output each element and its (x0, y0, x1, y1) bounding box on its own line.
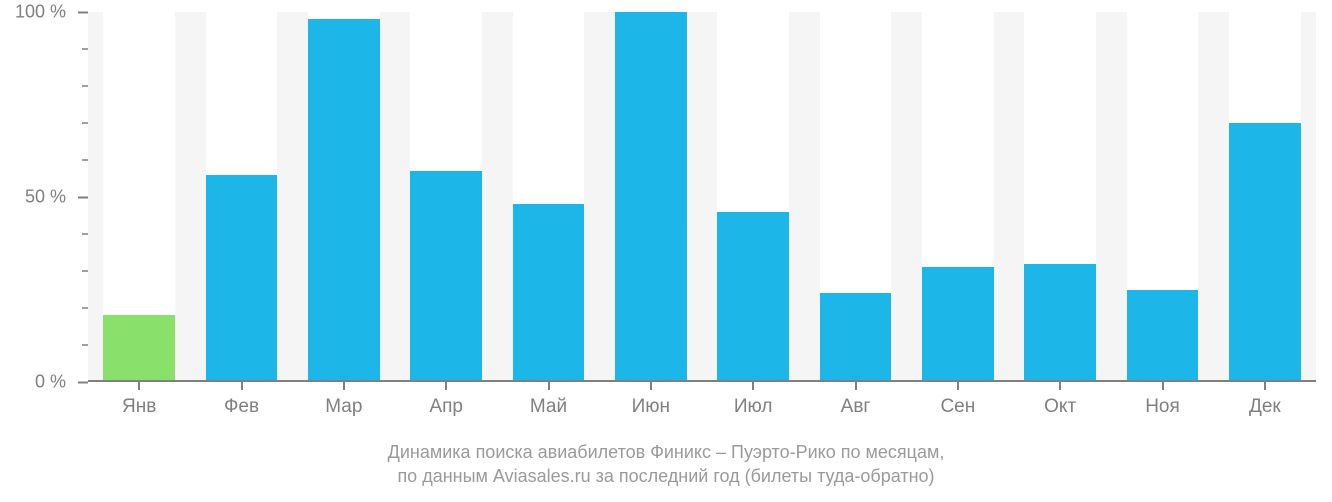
x-tick-mark (855, 382, 857, 390)
y-tick-major: 100 % (15, 2, 88, 23)
x-tick-mark (138, 382, 140, 390)
y-tick-mark-minor (82, 122, 88, 124)
y-tick-minor (82, 159, 88, 161)
y-tick-minor (82, 233, 88, 235)
y-tick-label: 50 % (25, 187, 78, 208)
x-tick-mark (1059, 382, 1061, 390)
y-tick-mark-minor (82, 307, 88, 309)
x-tick-mark (548, 382, 550, 390)
y-axis: 0 %50 %100 % (0, 12, 88, 382)
bar (1127, 290, 1199, 383)
chart-container: 0 %50 %100 % ЯнвФевМарАпрМайИюнИюлАвгСен… (0, 0, 1332, 502)
x-tick-label: Май (530, 396, 567, 418)
y-tick-mark-minor (82, 270, 88, 272)
bar-slot (206, 12, 278, 382)
bar-slot (1024, 12, 1096, 382)
bar (1024, 264, 1096, 382)
bar-slot (615, 12, 687, 382)
x-tick-label: Авг (841, 396, 871, 418)
x-tick-mark (343, 382, 345, 390)
x-tick-label: Фев (224, 396, 259, 418)
bar-slot (513, 12, 585, 382)
y-tick-mark-minor (82, 233, 88, 235)
x-tick-label: Мар (325, 396, 362, 418)
x-tick-label: Июл (734, 396, 773, 418)
x-tick-mark (752, 382, 754, 390)
chart-caption-line1: Динамика поиска авиабилетов Финикс – Пуэ… (0, 442, 1332, 463)
bar (717, 212, 789, 382)
y-tick-mark-minor (82, 85, 88, 87)
y-tick-major: 0 % (35, 372, 88, 393)
y-tick-mark (78, 196, 88, 198)
bar-slot (1229, 12, 1301, 382)
plot-area (88, 12, 1316, 382)
bar-slot (308, 12, 380, 382)
x-tick-label: Янв (122, 396, 156, 418)
y-tick-mark-minor (82, 48, 88, 50)
y-tick-mark (78, 11, 88, 13)
x-tick-mark (1162, 382, 1164, 390)
y-tick-mark-minor (82, 159, 88, 161)
bar (820, 293, 892, 382)
y-tick-label: 0 % (35, 372, 78, 393)
bar (922, 267, 994, 382)
chart-caption-line2: по данным Aviasales.ru за последний год … (0, 466, 1332, 487)
x-tick-label: Сен (940, 396, 975, 418)
x-tick-label: Июн (632, 396, 670, 418)
bar-slot (1127, 12, 1199, 382)
y-tick-minor (82, 48, 88, 50)
y-tick-mark (78, 381, 88, 383)
y-tick-minor (82, 85, 88, 87)
y-tick-major: 50 % (25, 187, 88, 208)
x-tick-mark (445, 382, 447, 390)
bar (615, 12, 687, 382)
bar-slot (103, 12, 175, 382)
x-tick-mark (241, 382, 243, 390)
x-axis-baseline (88, 380, 1316, 382)
bar (513, 204, 585, 382)
bar-slot (922, 12, 994, 382)
x-tick-label: Окт (1044, 396, 1076, 418)
x-tick-mark (650, 382, 652, 390)
bar-slot (410, 12, 482, 382)
x-tick-label: Дек (1249, 396, 1281, 418)
x-axis-labels: Янв Фев Мар Апр Май Июн Июл Авг Сен Окт Ноя Дек (88, 392, 1316, 424)
bar (410, 171, 482, 382)
y-tick-minor (82, 344, 88, 346)
y-tick-mark-minor (82, 344, 88, 346)
x-tick-mark (1264, 382, 1266, 390)
x-tick-mark (957, 382, 959, 390)
y-tick-minor (82, 270, 88, 272)
y-tick-minor (82, 307, 88, 309)
bar-slot (820, 12, 892, 382)
y-tick-label: 100 % (15, 2, 78, 23)
bar (206, 175, 278, 382)
bar (308, 19, 380, 382)
bar-slot (717, 12, 789, 382)
y-tick-minor (82, 122, 88, 124)
x-tick-label: Ноя (1145, 396, 1180, 418)
x-tick-label: Апр (429, 396, 463, 418)
bar (1229, 123, 1301, 382)
bar (103, 315, 175, 382)
